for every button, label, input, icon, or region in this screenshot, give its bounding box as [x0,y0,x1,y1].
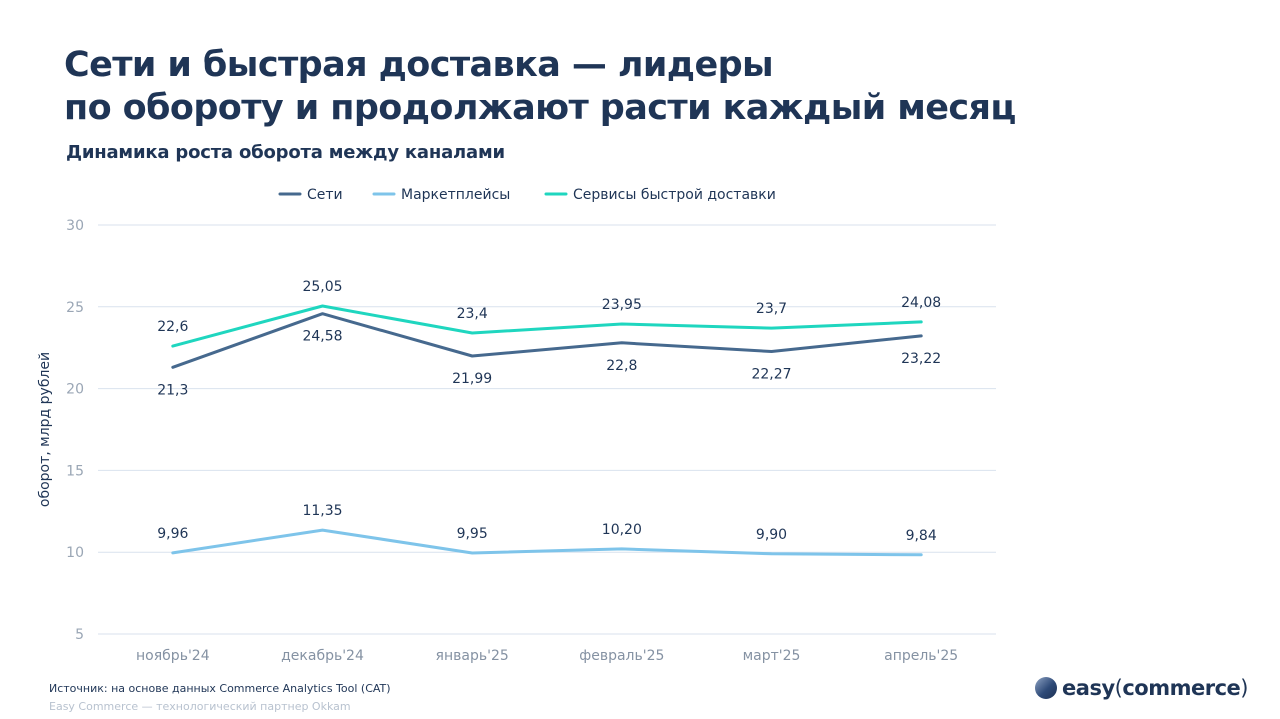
data-label: 9,90 [756,527,787,543]
title-line-1: Сети и быстрая доставка — лидеры [64,45,774,85]
chart-title: Динамика роста оборота между каналами [66,142,505,163]
data-label: 21,3 [157,382,188,398]
legend-entry: Маркетплейсы [401,187,510,203]
data-label: 9,96 [157,526,188,542]
data-label: 9,95 [457,526,488,542]
data-label: 22,8 [606,358,637,374]
data-label: 25,05 [302,279,342,295]
data-label: 21,99 [452,371,492,387]
series-line [171,528,923,557]
logo-text: easy(commerce) [1062,676,1248,700]
data-label: 11,35 [302,503,342,519]
x-tick-label: ноябрь'24 [136,648,210,664]
y-axis-label: оборот, млрд рублей [37,352,53,507]
legend-entry: Сервисы быстрой доставки [573,187,776,203]
y-tick-label: 20 [66,382,84,398]
y-tick-label: 5 [75,627,84,643]
series-line [171,304,923,348]
x-tick-label: апрель'25 [884,648,958,664]
source-note: Источник: на основе данных Commerce Anal… [49,682,391,695]
data-label: 24,08 [901,295,941,311]
easy-commerce-logo: easy(commerce) [1035,676,1248,700]
partner-note: Easy Commerce — технологический партнер … [49,700,351,713]
y-tick-label: 15 [66,463,84,479]
series-line [171,312,923,369]
logo-mark-icon [1035,677,1058,699]
y-tick-label: 25 [66,300,84,316]
x-tick-label: январь'25 [436,648,509,664]
data-label: 9,84 [906,528,937,544]
page-title: Сети и быстрая доставка — лидеры по обор… [64,44,1016,130]
data-label: 22,27 [751,366,791,382]
title-line-2: по обороту и продолжают расти каждый мес… [64,88,1016,128]
x-tick-label: декабрь'24 [281,648,364,664]
data-label: 22,6 [157,319,188,335]
y-tick-label: 10 [66,545,84,561]
data-label: 23,4 [457,306,488,322]
data-label: 23,95 [602,297,642,313]
y-tick-label: 30 [66,218,84,234]
data-label: 10,20 [602,522,642,538]
legend-entry: Сети [307,187,343,203]
x-tick-label: февраль'25 [579,648,664,664]
x-tick-label: март'25 [743,648,801,664]
data-label: 23,7 [756,301,787,317]
data-label: 24,58 [302,329,342,345]
data-label: 23,22 [901,351,941,367]
